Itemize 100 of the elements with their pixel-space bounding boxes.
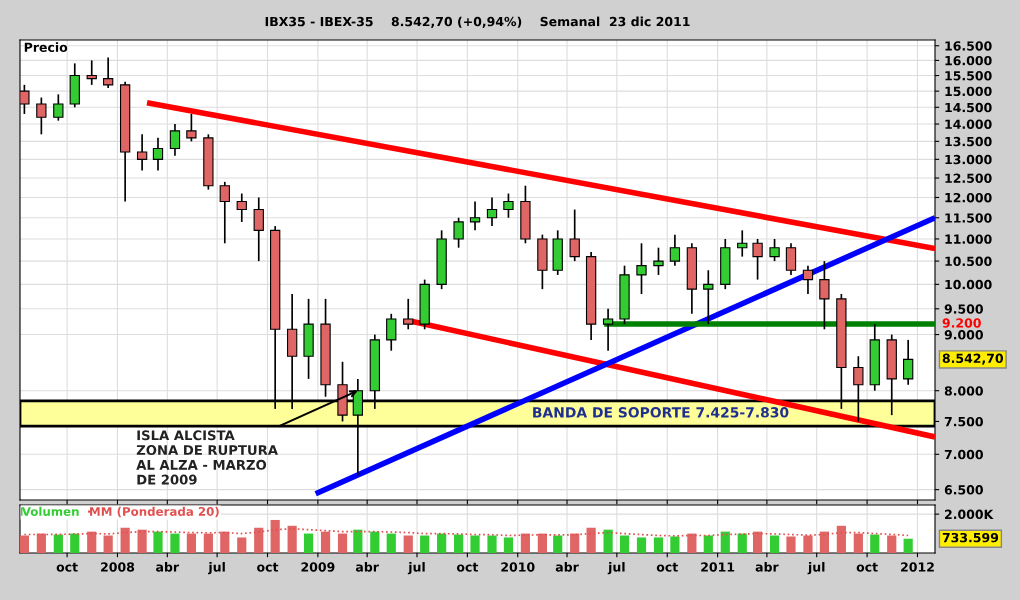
- candlestick: [785, 242, 797, 276]
- candlestick: [236, 192, 247, 223]
- y-tick-label: 11.500: [945, 213, 992, 223]
- bar: [270, 519, 280, 553]
- candlestick: [802, 264, 814, 295]
- candlestick: [737, 229, 748, 258]
- candlestick: [903, 339, 914, 386]
- candlestick: [253, 196, 264, 262]
- bar: [636, 537, 647, 553]
- x-tick-label: 2011: [701, 562, 735, 572]
- bar: [619, 535, 630, 553]
- candlestick: [769, 238, 780, 262]
- bar: [420, 535, 430, 553]
- candlestick: [86, 59, 97, 86]
- bar: [320, 531, 331, 553]
- x-tick-label: jul: [607, 562, 625, 575]
- x-tick-label: abr: [156, 562, 180, 572]
- bar: [220, 531, 230, 553]
- y-tick-label: 15.000: [945, 86, 992, 97]
- candlestick: [602, 307, 614, 352]
- bar: [403, 535, 413, 553]
- x-tick-label: abr: [555, 562, 579, 572]
- y-tick-label: 13.500: [945, 136, 992, 147]
- x-tick-label: oct: [456, 562, 479, 572]
- candlestick: [703, 269, 714, 325]
- bar: [437, 533, 447, 553]
- y-tick-label: 13.000: [945, 154, 992, 165]
- bar: [386, 533, 396, 553]
- candlestick: [136, 133, 148, 172]
- bar: [103, 535, 113, 553]
- candlestick: [219, 181, 230, 245]
- candlestick: [636, 242, 647, 295]
- y-tick-label: 14.000: [945, 119, 992, 129]
- bar: [870, 534, 880, 553]
- candlestick: [453, 216, 464, 249]
- bar: [537, 533, 547, 553]
- bar: [586, 527, 596, 553]
- bar: [853, 533, 863, 553]
- y-tick-label: 10.000: [945, 279, 992, 290]
- bar: [769, 535, 780, 553]
- data-label: 9.200: [942, 318, 981, 328]
- candlestick: [569, 208, 580, 262]
- x-tick-label: 2009: [301, 562, 335, 572]
- y-axis-title: Precio: [24, 42, 68, 52]
- y-tick-label: 16.000: [945, 55, 992, 66]
- bar: [752, 531, 763, 553]
- bar: [120, 527, 130, 553]
- y-tick-label: 14.500: [945, 102, 992, 113]
- candlestick: [186, 113, 197, 143]
- bar: [887, 535, 897, 553]
- candlestick: [169, 123, 181, 157]
- annotation: ISLA ALCISTA ZONA DE RUPTURA AL ALZA - MARZO DE 2009: [136, 430, 278, 485]
- bar: [703, 535, 713, 553]
- legend-label: Volumen: [21, 506, 79, 516]
- x-tick-label: abr: [755, 562, 779, 572]
- bar: [454, 534, 464, 553]
- bar: [803, 535, 813, 553]
- y-tick-label: 16.500: [945, 41, 992, 51]
- bar: [553, 535, 563, 553]
- x-tick-label: 2008: [101, 562, 135, 572]
- candlestick: [469, 200, 481, 232]
- candlestick: [53, 93, 64, 122]
- bar: [203, 533, 213, 553]
- candlestick: [486, 196, 498, 227]
- band-label: BANDA DE SOPORTE 7.425-7.830: [533, 407, 789, 418]
- bar: [737, 533, 747, 553]
- bar: [287, 525, 297, 553]
- candlestick: [653, 246, 664, 276]
- y-tick-label: 9.500: [944, 304, 983, 314]
- y-tick-label: 12.500: [945, 173, 992, 183]
- y-tick-label: 8.000: [944, 386, 983, 396]
- candlestick: [752, 238, 763, 281]
- candlestick: [36, 96, 47, 136]
- bar: [687, 533, 697, 553]
- bar: [470, 535, 480, 553]
- bar: [20, 535, 29, 553]
- y-tick-label: 2.000K: [945, 509, 994, 520]
- bar: [720, 531, 730, 553]
- candlestick: [386, 313, 397, 352]
- y-tick-label: 9.000: [944, 330, 983, 340]
- candlestick: [669, 233, 681, 267]
- bar: [170, 533, 180, 553]
- bar: [819, 531, 829, 553]
- bar: [337, 533, 348, 553]
- candlestick: [503, 192, 514, 219]
- candlestick: [152, 137, 164, 172]
- x-tick-label: 2010: [501, 562, 535, 572]
- bar: [353, 529, 363, 553]
- x-tick-label: oct: [856, 562, 878, 572]
- bar: [670, 536, 680, 553]
- x-tick-label: abr: [355, 562, 379, 572]
- x-tick-label: 2012: [901, 562, 934, 572]
- candlestick: [403, 298, 414, 331]
- bar: [520, 533, 531, 553]
- bar: [903, 538, 913, 553]
- bar: [254, 527, 264, 553]
- y-tick-label: 12.000: [945, 192, 992, 203]
- y-tick-label: 7.500: [944, 416, 983, 427]
- candlestick: [819, 260, 830, 331]
- text: 733.599: [942, 532, 999, 543]
